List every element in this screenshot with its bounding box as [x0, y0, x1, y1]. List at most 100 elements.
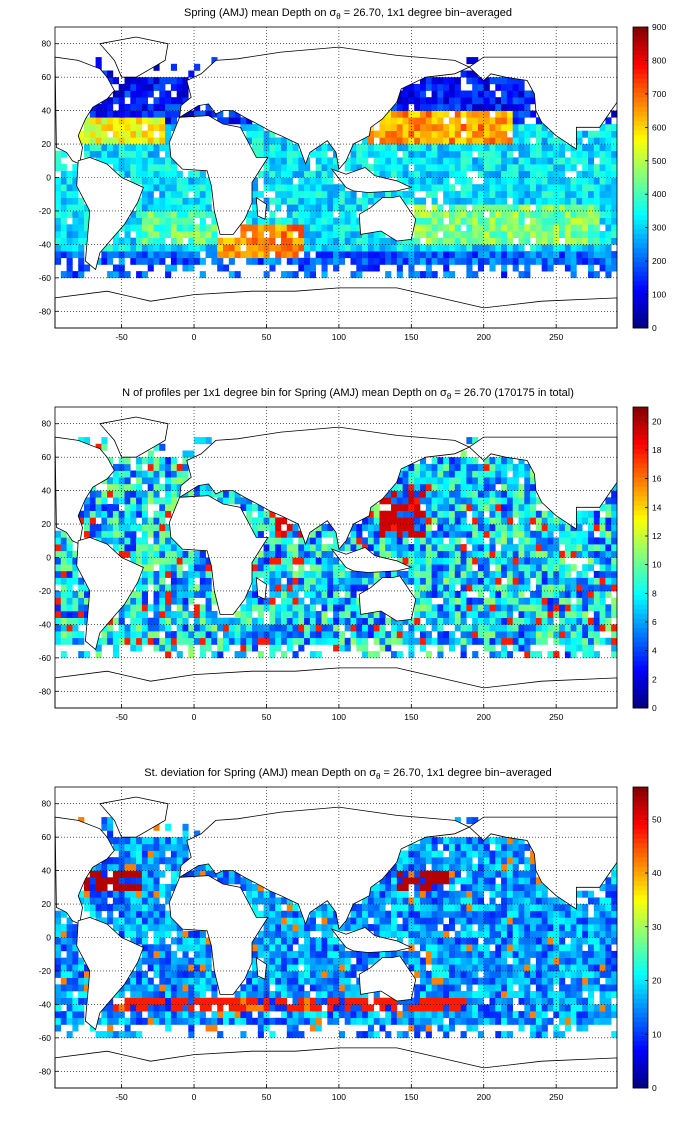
- y-tick-label: 40: [42, 486, 52, 496]
- heatmap-cell: [588, 164, 595, 172]
- heatmap-cell: [518, 224, 525, 232]
- heatmap-cell: [611, 157, 618, 165]
- colorbar-segment: [633, 684, 648, 690]
- heatmap-cell: [611, 597, 618, 605]
- heatmap-cell: [495, 637, 502, 645]
- heatmap-cell: [454, 130, 461, 138]
- heatmap-cell: [460, 544, 467, 552]
- heatmap-cell: [425, 530, 432, 538]
- y-tick-label: 0: [46, 173, 51, 183]
- heatmap-cell: [599, 124, 606, 131]
- heatmap-cell: [535, 611, 542, 618]
- heatmap-cell: [170, 1004, 177, 1012]
- heatmap-cell: [489, 117, 496, 125]
- heatmap-cell: [136, 251, 143, 259]
- heatmap-cell: [379, 510, 386, 518]
- heatmap-cell: [437, 177, 444, 185]
- heatmap-cell: [501, 197, 508, 205]
- heatmap-cell: [530, 130, 537, 138]
- heatmap-cell: [489, 210, 496, 218]
- heatmap-cell: [315, 197, 322, 205]
- heatmap-cell: [188, 637, 195, 645]
- heatmap-cell: [495, 170, 502, 178]
- heatmap-cell: [593, 257, 600, 265]
- y-tick-label: 60: [42, 72, 52, 82]
- heatmap-cell: [379, 164, 386, 172]
- heatmap-cell: [564, 637, 571, 645]
- heatmap-cell: [66, 197, 73, 205]
- heatmap-cell: [228, 631, 235, 639]
- heatmap-cell: [275, 537, 282, 545]
- heatmap-cell: [518, 117, 525, 125]
- colorbar-segment: [633, 543, 648, 549]
- heatmap-cell: [217, 651, 224, 659]
- heatmap-cell: [188, 217, 195, 225]
- heatmap-cell: [460, 970, 467, 978]
- heatmap-cell: [414, 130, 421, 138]
- heatmap-cell: [147, 544, 154, 552]
- heatmap-cell: [512, 257, 519, 265]
- heatmap-cell: [159, 950, 166, 958]
- heatmap-cell: [518, 83, 525, 91]
- colorbar-segment: [633, 210, 648, 216]
- heatmap-cell: [501, 1011, 508, 1019]
- heatmap-cell: [593, 197, 600, 205]
- heatmap-cell: [292, 950, 299, 958]
- heatmap-cell: [443, 210, 450, 218]
- heatmap-cell: [414, 617, 421, 625]
- heatmap-cell: [304, 637, 311, 645]
- heatmap-cell: [477, 570, 484, 578]
- heatmap-cell: [391, 544, 398, 552]
- heatmap-cell: [170, 103, 177, 111]
- heatmap-cell: [402, 524, 409, 532]
- heatmap-cell: [466, 957, 473, 965]
- chart-svg: -50 0 50 100 150 200 250-80-60-40-200204060800…: [39, 22, 667, 342]
- heatmap-cell: [437, 950, 444, 958]
- heatmap-cell: [309, 244, 316, 252]
- heatmap-cell: [414, 597, 421, 605]
- heatmap-cell: [605, 550, 612, 558]
- heatmap-cell: [385, 550, 392, 558]
- heatmap-cell: [72, 204, 79, 212]
- heatmap-cell: [506, 530, 513, 538]
- heatmap-cell: [506, 184, 513, 192]
- heatmap-cell: [553, 251, 560, 259]
- heatmap-cell: [454, 970, 461, 978]
- heatmap-cell: [367, 1031, 374, 1039]
- heatmap-cell: [454, 611, 461, 618]
- heatmap-cell: [414, 1031, 421, 1039]
- heatmap-cell: [559, 550, 566, 558]
- heatmap-cell: [414, 504, 421, 511]
- heatmap-cell: [159, 204, 166, 212]
- heatmap-cell: [512, 170, 519, 178]
- heatmap-cell: [559, 530, 566, 538]
- heatmap-cell: [275, 184, 282, 192]
- heatmap-cell: [541, 984, 548, 992]
- heatmap-cell: [408, 124, 415, 131]
- heatmap-cell: [141, 1004, 148, 1012]
- heatmap-cell: [576, 130, 583, 138]
- heatmap-cell: [55, 604, 62, 612]
- heatmap-cell: [559, 524, 566, 532]
- heatmap-cell: [518, 984, 525, 992]
- heatmap-cell: [118, 251, 125, 259]
- heatmap-cell: [512, 584, 519, 592]
- heatmap-cell: [524, 251, 531, 259]
- heatmap-cell: [443, 617, 450, 625]
- heatmap-cell: [327, 997, 334, 1005]
- heatmap-cell: [188, 984, 195, 992]
- heatmap-cell: [559, 164, 566, 172]
- heatmap-cell: [84, 970, 91, 978]
- heatmap-cell: [530, 597, 537, 605]
- heatmap-cell: [205, 490, 212, 498]
- heatmap-cell: [605, 637, 612, 645]
- heatmap-cell: [605, 170, 612, 178]
- heatmap-cell: [292, 977, 299, 985]
- heatmap-cell: [147, 90, 154, 98]
- heatmap-cell: [350, 164, 357, 172]
- heatmap-cell: [506, 984, 513, 992]
- heatmap-cell: [611, 137, 618, 145]
- heatmap-cell: [437, 544, 444, 552]
- heatmap-cell: [205, 1004, 212, 1012]
- heatmap-cell: [489, 1011, 496, 1019]
